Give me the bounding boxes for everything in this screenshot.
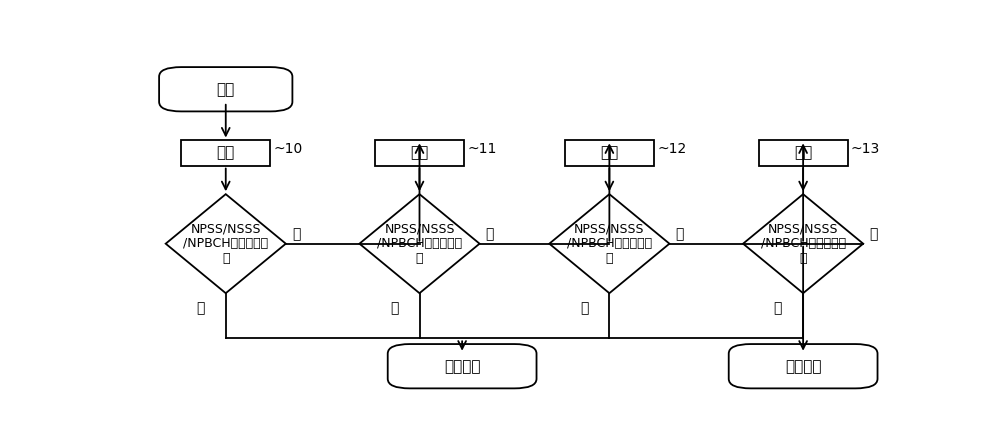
- Text: 扫频: 扫频: [410, 146, 429, 160]
- Bar: [181, 140, 270, 166]
- Polygon shape: [166, 194, 286, 293]
- Text: 是: 是: [196, 302, 205, 316]
- Text: 否: 否: [869, 227, 878, 241]
- Text: NPSS/NSSS
/NPBCH检测是否成
功: NPSS/NSSS /NPBCH检测是否成 功: [567, 222, 652, 265]
- Text: 是: 是: [774, 302, 782, 316]
- Text: ~11: ~11: [467, 142, 497, 156]
- Polygon shape: [359, 194, 480, 293]
- Text: NPSS/NSSS
/NPBCH检测是否成
功: NPSS/NSSS /NPBCH检测是否成 功: [377, 222, 462, 265]
- Text: 扫频失败: 扫频失败: [785, 359, 821, 374]
- Text: 扫频成功: 扫频成功: [444, 359, 480, 374]
- FancyBboxPatch shape: [729, 344, 878, 388]
- Text: 扫频: 扫频: [794, 146, 812, 160]
- FancyBboxPatch shape: [388, 344, 537, 388]
- Text: NPSS/NSSS
/NPBCH检测是否成
功: NPSS/NSSS /NPBCH检测是否成 功: [183, 222, 268, 265]
- Text: ~10: ~10: [273, 142, 303, 156]
- Bar: [565, 140, 654, 166]
- Text: NPSS/NSSS
/NPBCH检测是否成
功: NPSS/NSSS /NPBCH检测是否成 功: [761, 222, 846, 265]
- Text: 否: 否: [292, 227, 300, 241]
- Text: 是: 是: [390, 302, 398, 316]
- Text: 扫频: 扫频: [600, 146, 618, 160]
- Polygon shape: [743, 194, 863, 293]
- FancyBboxPatch shape: [159, 67, 292, 112]
- Text: 是: 是: [580, 302, 588, 316]
- Polygon shape: [549, 194, 669, 293]
- Text: 开始: 开始: [217, 82, 235, 97]
- Text: 否: 否: [676, 227, 684, 241]
- Bar: [375, 140, 464, 166]
- Bar: [759, 140, 848, 166]
- Text: 否: 否: [486, 227, 494, 241]
- Text: ~12: ~12: [657, 142, 686, 156]
- Text: ~13: ~13: [851, 142, 880, 156]
- Text: 扫频: 扫频: [217, 146, 235, 160]
